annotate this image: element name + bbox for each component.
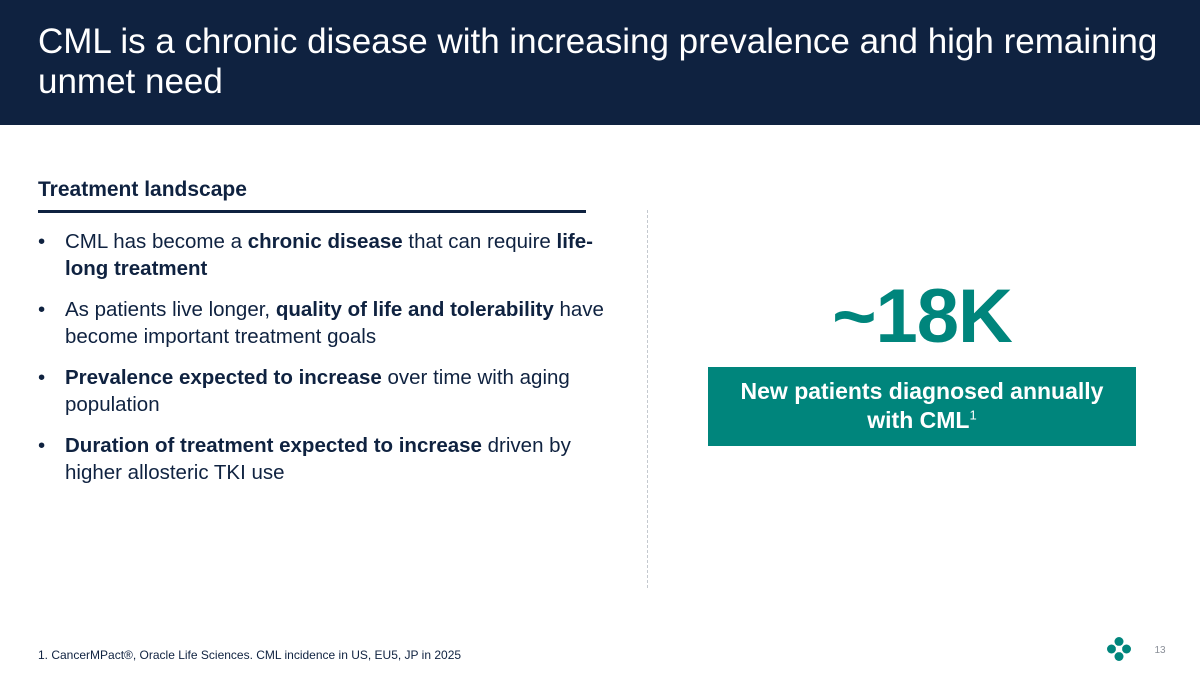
- stat-value: ~18K: [832, 274, 1013, 359]
- stat-label-box: New patients diagnosed annually with CML…: [708, 367, 1136, 446]
- bullet-text: have become important treatment goals: [65, 298, 604, 348]
- bullet-item: Prevalence expected to increase over tim…: [38, 364, 608, 418]
- bullet-emphasis: Prevalence expected to increase: [65, 366, 382, 389]
- column-divider: [647, 210, 648, 588]
- bullet-emphasis: Duration of treatment expected to increa…: [65, 434, 482, 457]
- bullet-list: CML has become a chronic disease that ca…: [38, 228, 608, 500]
- bullet-emphasis: chronic disease: [247, 230, 403, 253]
- bullet-text: driven by higher allosteric TKI use: [65, 434, 571, 484]
- bullet-item: CML has become a chronic disease that ca…: [38, 228, 608, 282]
- stat-label-line1: New patients diagnosed annually: [740, 378, 1104, 404]
- bullet-text: over time with aging population: [65, 366, 570, 416]
- stat-label-line2: with CML: [867, 407, 970, 433]
- bullet-item: As patients live longer, quality of life…: [38, 296, 608, 350]
- section-underline: [38, 210, 586, 213]
- bullet-item: Duration of treatment expected to increa…: [38, 432, 608, 486]
- bullet-text: that can require: [402, 230, 557, 253]
- slide-title: CML is a chronic disease with increasing…: [38, 22, 1158, 101]
- bullet-text: CML has become a: [65, 230, 248, 253]
- brand-logo-icon: [1107, 637, 1131, 661]
- section-heading: Treatment landscape: [38, 178, 247, 201]
- bullet-emphasis: quality of life and tolerability: [275, 298, 554, 321]
- bullet-emphasis: life-long treatment: [65, 230, 593, 280]
- footnote: 1. CancerMPact®, Oracle Life Sciences. C…: [38, 648, 462, 662]
- footnote-ref: 1: [969, 407, 977, 423]
- slide-header: CML is a chronic disease with increasing…: [0, 0, 1200, 125]
- page-number: 13: [1154, 645, 1166, 656]
- bullet-text: As patients live longer,: [65, 298, 276, 321]
